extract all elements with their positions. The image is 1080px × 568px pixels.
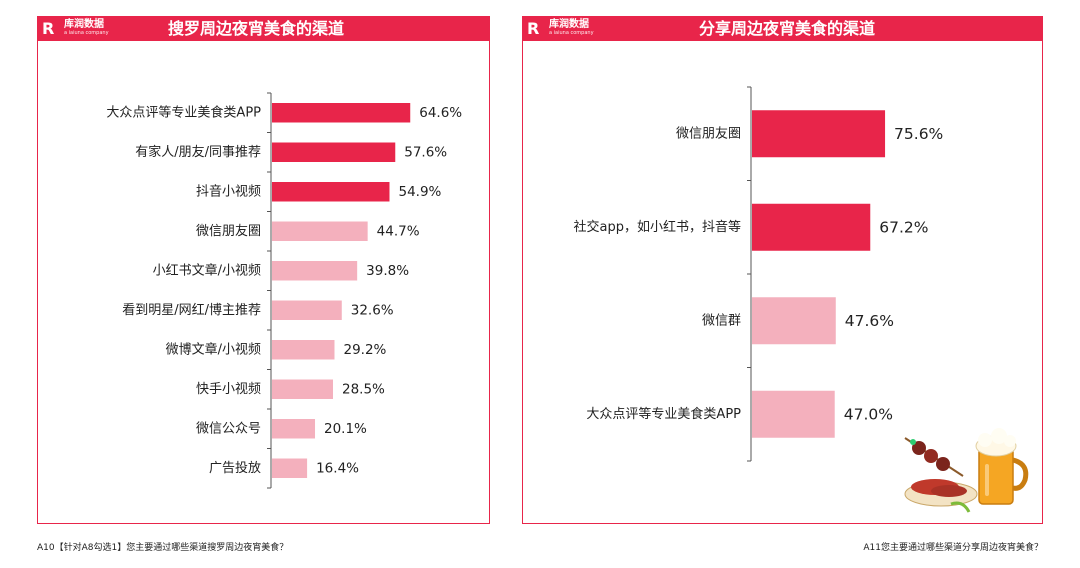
data-label: 44.7% bbox=[377, 223, 420, 239]
category-label: 广告投放 bbox=[209, 460, 261, 476]
data-label: 28.5% bbox=[342, 381, 385, 397]
category-label: 看到明星/网红/博主推荐 bbox=[122, 302, 261, 318]
brand-logo-icon: R bbox=[527, 19, 540, 38]
share-channels-chart: 微信朋友圈 75.6% 社交app，如小红书，抖音等 67.2% 微信群 47.6% 大众点… bbox=[574, 86, 943, 462]
category-label: 小红书文章/小视频 bbox=[153, 262, 261, 278]
bar bbox=[272, 458, 308, 478]
search-channels-chart: 大众点评等专业美食类APP 64.6% 有家人/朋友/同事推荐 57.6% 抖音小视频 5… bbox=[106, 92, 462, 489]
bar bbox=[272, 142, 396, 162]
bar bbox=[272, 182, 390, 202]
bar bbox=[752, 110, 886, 158]
bar bbox=[272, 419, 316, 439]
data-label: 75.6% bbox=[894, 125, 943, 143]
bar bbox=[272, 379, 333, 399]
footnote-left: A10【针对A8勾选1】您主要通过哪些渠道搜罗周边夜宵美食？ bbox=[37, 543, 289, 553]
chart-title: 分享周边夜宵美食的渠道 bbox=[699, 19, 876, 38]
category-label: 微信群 bbox=[702, 313, 741, 328]
bar bbox=[272, 261, 358, 281]
data-label: 32.6% bbox=[351, 302, 394, 318]
search-channels-panel: R 库润数据 a iaiuna company 搜罗周边夜宵美食的渠道 大众点评… bbox=[37, 16, 490, 524]
data-label: 67.2% bbox=[879, 218, 928, 236]
bar bbox=[272, 340, 335, 360]
category-label: 社交app，如小红书，抖音等 bbox=[574, 219, 741, 235]
category-label: 微信公众号 bbox=[196, 421, 261, 436]
bar bbox=[752, 390, 835, 438]
data-label: 54.9% bbox=[398, 184, 441, 200]
brand-name: 库润数据 bbox=[64, 19, 104, 30]
bar bbox=[272, 103, 411, 123]
category-label: 大众点评等专业美食类APP bbox=[586, 406, 741, 422]
brand-name: 库润数据 bbox=[549, 19, 589, 30]
category-label: 微信朋友圈 bbox=[676, 125, 741, 141]
category-label: 微博文章/小视频 bbox=[166, 341, 261, 357]
data-label: 16.4% bbox=[316, 460, 359, 476]
bar bbox=[752, 297, 836, 345]
category-label: 抖音小视频 bbox=[196, 183, 261, 199]
data-label: 57.6% bbox=[404, 144, 447, 160]
bar bbox=[752, 203, 871, 251]
data-label: 20.1% bbox=[324, 421, 367, 437]
data-label: 39.8% bbox=[366, 263, 409, 279]
bar bbox=[272, 300, 342, 320]
category-label: 有家人/朋友/同事推荐 bbox=[135, 144, 261, 160]
brand-subtitle: a iaiuna company bbox=[549, 30, 594, 36]
data-label: 47.0% bbox=[844, 405, 893, 423]
food-beer-icon bbox=[904, 428, 1029, 513]
brand-logo-icon: R bbox=[42, 19, 55, 38]
panel-header: R 库润数据 a iaiuna company 搜罗周边夜宵美食的渠道 bbox=[38, 17, 489, 41]
data-label: 64.6% bbox=[419, 105, 462, 121]
panel-header: R 库润数据 a iaiuna company 分享周边夜宵美食的渠道 bbox=[523, 17, 1042, 41]
category-label: 快手小视频 bbox=[196, 382, 261, 397]
data-label: 29.2% bbox=[343, 342, 386, 358]
data-label: 47.6% bbox=[845, 312, 894, 330]
category-label: 大众点评等专业美食类APP bbox=[106, 104, 261, 120]
footnote-right: A11您主要通过哪些渠道分享周边夜宵美食？ bbox=[863, 543, 1043, 553]
brand-subtitle: a iaiuna company bbox=[64, 30, 109, 36]
share-channels-panel: R 库润数据 a iaiuna company 分享周边夜宵美食的渠道 微信朋友… bbox=[522, 16, 1043, 524]
chart-title: 搜罗周边夜宵美食的渠道 bbox=[168, 19, 345, 38]
category-label: 微信朋友圈 bbox=[196, 223, 261, 239]
bar bbox=[272, 221, 368, 241]
